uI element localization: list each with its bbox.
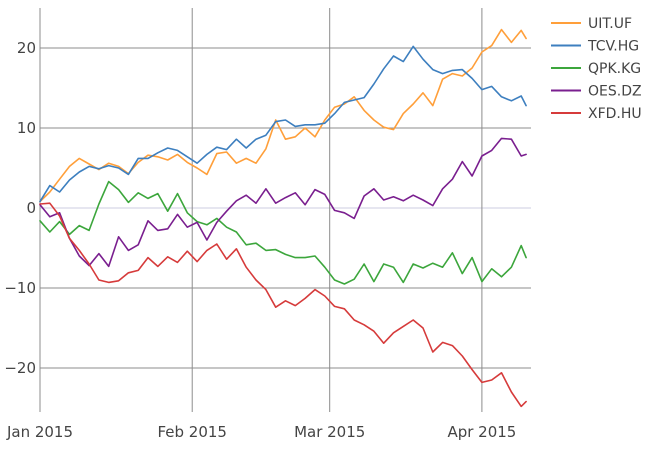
- y-axis-tick-labels: 20 10 0 −10 −20: [4, 39, 36, 377]
- legend-label: QPK.KG: [588, 61, 641, 77]
- legend-item[interactable]: OES.DZ: [551, 84, 642, 100]
- legend-item[interactable]: XFD.HU: [551, 106, 642, 122]
- legend-item[interactable]: UIT.UF: [551, 16, 632, 32]
- x-tick-label: Feb 2015: [157, 423, 227, 441]
- series-line-oes-dz: [39, 137, 527, 268]
- legend-label: UIT.UF: [588, 16, 632, 32]
- legend-label: TCV.HG: [587, 39, 639, 55]
- series-line-uit-uf: [39, 28, 527, 203]
- series-line-qpk-kg: [39, 180, 527, 285]
- grid: [39, 8, 531, 412]
- y-tick-label: −10: [4, 279, 36, 297]
- legend[interactable]: UIT.UF TCV.HG QPK.KG OES.DZ XFD.HU: [539, 7, 657, 131]
- y-tick-label: 0: [26, 199, 36, 217]
- x-tick-label: Mar 2015: [294, 423, 365, 441]
- x-axis-tick-labels: Jan 2015 Feb 2015 Mar 2015 Apr 2015: [6, 423, 516, 441]
- y-tick-label: −20: [4, 359, 36, 377]
- y-tick-label: 10: [17, 119, 36, 137]
- y-tick-label: 20: [17, 39, 36, 57]
- legend-item[interactable]: QPK.KG: [551, 61, 641, 77]
- series-lines: [39, 28, 527, 408]
- legend-label: OES.DZ: [588, 84, 642, 100]
- x-tick-label: Jan 2015: [6, 423, 73, 441]
- series-line-tcv-hg: [39, 45, 527, 203]
- x-tick-label: Apr 2015: [447, 423, 516, 441]
- legend-item[interactable]: TCV.HG: [551, 39, 639, 55]
- legend-label: XFD.HU: [588, 106, 642, 122]
- series-line-xfd-hu: [39, 202, 527, 408]
